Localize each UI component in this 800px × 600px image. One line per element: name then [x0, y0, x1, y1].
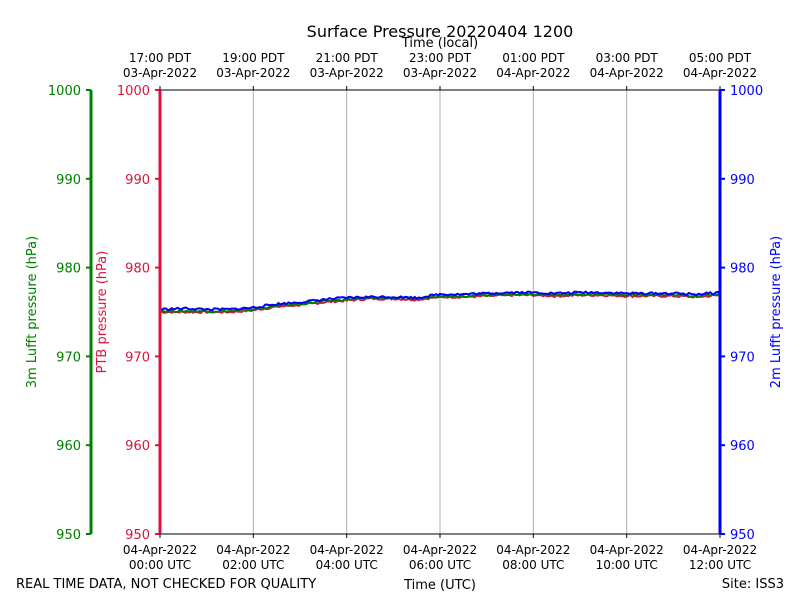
y-tick-label: 990 [730, 173, 755, 188]
x-tick-label-top-time: 23:00 PDT [409, 51, 472, 65]
series-line [159, 292, 721, 314]
y-tick-label: 970 [125, 350, 150, 365]
y-tick-label: 980 [730, 262, 755, 277]
y-tick-label: 960 [125, 439, 150, 454]
x-tick-label-top-date: 03-Apr-2022 [216, 66, 290, 80]
y-tick-label: 1000 [730, 84, 763, 99]
x-tick-label-bottom-date: 04-Apr-2022 [216, 543, 290, 557]
y-tick-label: 950 [56, 528, 81, 543]
x-tick-label-bottom-date: 04-Apr-2022 [683, 543, 757, 557]
bottom-axis-label: Time (UTC) [403, 578, 476, 593]
y-tick-label: 980 [125, 262, 150, 277]
x-tick-label-bottom-date: 04-Apr-2022 [403, 543, 477, 557]
x-tick-label-bottom-time: 02:00 UTC [222, 558, 284, 572]
y-tick-label: 970 [56, 350, 81, 365]
series-group [159, 290, 721, 314]
y-tick-label: 960 [730, 439, 755, 454]
x-tick-label-bottom-time: 12:00 UTC [689, 558, 751, 572]
y-tick-label: 990 [125, 173, 150, 188]
x-grid [252, 90, 628, 534]
x-tick-label-bottom-date: 04-Apr-2022 [123, 543, 197, 557]
top-axis-label: Time (local) [401, 36, 478, 51]
x-tick-label-top-date: 03-Apr-2022 [403, 66, 477, 80]
y-axis-label: 2m Lufft pressure (hPa) [769, 236, 784, 388]
x-tick-label-top-time: 03:00 PDT [596, 51, 659, 65]
x-tick-label-top-time: 01:00 PDT [502, 51, 565, 65]
y-tick-label: 960 [56, 439, 81, 454]
site-label: Site: ISS3 [722, 577, 784, 592]
x-tick-label-bottom-time: 06:00 UTC [409, 558, 471, 572]
x-tick-label-top-date: 03-Apr-2022 [123, 66, 197, 80]
y-tick-label: 990 [56, 173, 81, 188]
x-tick-label-bottom-date: 04-Apr-2022 [590, 543, 664, 557]
axes-group: 950 960 970 980 990 1000 3m Lufft pressure (hP… [25, 84, 784, 543]
x-tick-label-top-date: 03-Apr-2022 [310, 66, 384, 80]
y-tick-label: 1000 [117, 84, 150, 99]
x-tick-label-bottom-date: 04-Apr-2022 [496, 543, 570, 557]
y-tick-label: 950 [730, 528, 755, 543]
y-axis-label: PTB pressure (hPa) [95, 251, 110, 374]
x-tick-label-bottom-time: 04:00 UTC [316, 558, 378, 572]
x-tick-label-bottom-time: 10:00 UTC [596, 558, 658, 572]
quality-note: REAL TIME DATA, NOT CHECKED FOR QUALITY [16, 577, 316, 592]
y-axis-label: 3m Lufft pressure (hPa) [25, 236, 40, 388]
series-line [159, 290, 721, 312]
y-tick-label: 980 [56, 262, 81, 277]
x-tick-label-bottom-time: 08:00 UTC [502, 558, 564, 572]
x-tick-label-top-time: 17:00 PDT [129, 51, 192, 65]
x-tick-label-top-time: 05:00 PDT [689, 51, 752, 65]
x-tick-label-top-date: 04-Apr-2022 [496, 66, 570, 80]
chart-title: Surface Pressure 20220404 1200 [307, 22, 574, 41]
x-tick-label-top-time: 21:00 PDT [316, 51, 379, 65]
x-tick-label-top-date: 04-Apr-2022 [683, 66, 757, 80]
x-tick-label-top-date: 04-Apr-2022 [590, 66, 664, 80]
x-tick-label-bottom-date: 04-Apr-2022 [310, 543, 384, 557]
y-tick-label: 970 [730, 350, 755, 365]
y-tick-label: 1000 [48, 84, 81, 99]
x-tick-label-bottom-time: 00:00 UTC [129, 558, 191, 572]
y-tick-label: 950 [125, 528, 150, 543]
x-tick-label-top-time: 19:00 PDT [222, 51, 285, 65]
